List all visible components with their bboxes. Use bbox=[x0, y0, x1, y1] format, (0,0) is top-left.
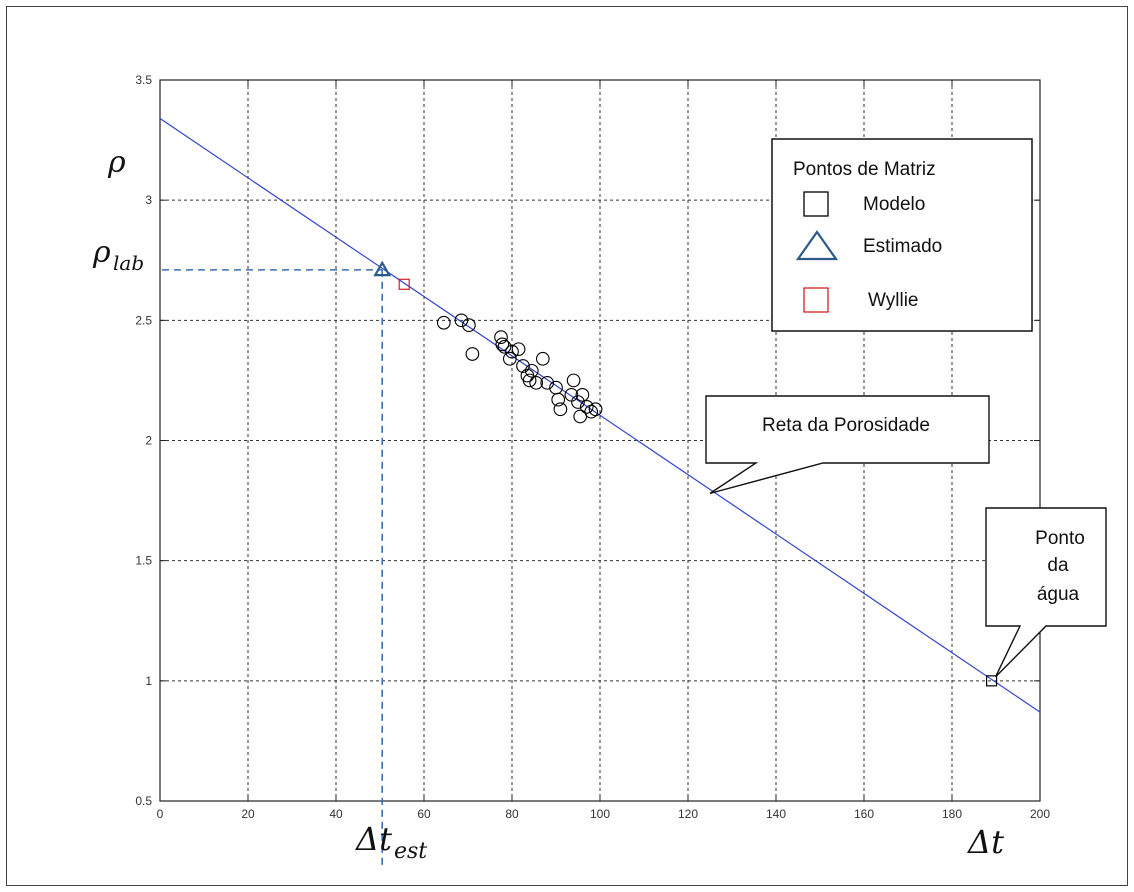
y-tick-label: 0.5 bbox=[135, 794, 152, 808]
x-tick-label: 0 bbox=[157, 807, 164, 821]
sample-point bbox=[497, 339, 512, 354]
dt-est-subscript: est bbox=[394, 839, 427, 864]
sample-point bbox=[436, 315, 451, 330]
sample-point bbox=[566, 373, 581, 388]
grid bbox=[160, 80, 1040, 801]
x-axis-label: Δt bbox=[966, 823, 1004, 861]
legend-label-estimado: Estimado bbox=[863, 236, 942, 257]
sample-point bbox=[553, 402, 568, 417]
x-tick-label: 40 bbox=[329, 807, 343, 821]
sample-point bbox=[465, 347, 480, 361]
sample-point bbox=[494, 330, 508, 345]
sample-point bbox=[540, 375, 555, 390]
callout-reta-label: Reta da Porosidade bbox=[762, 415, 930, 436]
legend-title: Pontos de Matriz bbox=[793, 159, 936, 180]
y-tick-label: 1.5 bbox=[135, 554, 152, 568]
y-tick-label: 2 bbox=[145, 434, 152, 448]
callout-agua-box bbox=[985, 507, 1107, 678]
sample-point bbox=[551, 392, 566, 407]
x-tick-label: 120 bbox=[678, 807, 698, 821]
sample-point bbox=[524, 363, 539, 378]
sample-point bbox=[462, 318, 476, 332]
legend-label-modelo: Modelo bbox=[863, 194, 925, 215]
y-axis-label: ρ bbox=[107, 145, 126, 180]
legend: Pontos de Matriz Modelo Estimado Wyllie bbox=[771, 138, 1033, 332]
guides-layer bbox=[162, 269, 384, 870]
x-tick-label: 160 bbox=[854, 807, 874, 821]
y-tick-label: 1 bbox=[145, 674, 152, 688]
y-tick-label: 2.5 bbox=[135, 313, 152, 327]
sample-point bbox=[522, 373, 537, 388]
sample-point bbox=[579, 400, 594, 414]
sample-point bbox=[502, 351, 517, 366]
legend-marker-wyllie bbox=[803, 287, 829, 313]
axes: 0 20 40 60 80 100 120 140 160 180 200 0.5 1 1.5 2 2.5 3 3… bbox=[135, 73, 1050, 821]
x-tick-label: 140 bbox=[766, 807, 786, 821]
points-layer bbox=[373, 260, 998, 687]
rho-lab-label: ρ bbox=[92, 235, 111, 270]
sample-point bbox=[505, 344, 519, 359]
x-tick-label: 200 bbox=[1030, 807, 1050, 821]
wyllie-point bbox=[398, 278, 410, 290]
y-tick-label: 3.5 bbox=[135, 73, 152, 87]
x-tick-label: 80 bbox=[505, 807, 519, 821]
sample-point bbox=[529, 375, 544, 390]
sample-point bbox=[575, 387, 590, 402]
rho-lab-subscript: lab bbox=[113, 251, 144, 275]
sample-point bbox=[516, 359, 530, 373]
dt-est-label: Δt bbox=[354, 820, 392, 858]
porosity-line-layer bbox=[159, 117, 1041, 713]
sample-point bbox=[588, 402, 603, 417]
callout-reta-box bbox=[705, 395, 990, 495]
x-tick-label: 60 bbox=[417, 807, 431, 821]
legend-label-wyllie: Wyllie bbox=[868, 290, 919, 311]
callout-agua-line3: água bbox=[1037, 584, 1080, 605]
x-tick-label: 20 bbox=[241, 807, 255, 821]
figure-frame bbox=[6, 6, 1128, 886]
porosity-line bbox=[159, 117, 1041, 713]
sample-point bbox=[454, 313, 469, 328]
legend-marker-estimado bbox=[795, 230, 839, 261]
legend-marker-modelo bbox=[803, 191, 829, 217]
sample-point bbox=[495, 337, 510, 352]
annotations: Reta da Porosidade Ponto da água bbox=[705, 395, 1107, 678]
y-tick-label: 3 bbox=[145, 193, 152, 207]
estimado-point bbox=[373, 260, 392, 277]
callout-agua-line1: Ponto bbox=[1035, 528, 1085, 549]
modelo-point bbox=[985, 675, 998, 687]
x-tick-label: 180 bbox=[942, 807, 962, 821]
sample-point bbox=[535, 351, 550, 366]
sample-point bbox=[511, 342, 526, 357]
sample-point bbox=[571, 395, 585, 409]
x-tick-label: 100 bbox=[590, 807, 610, 821]
callout-agua-line2: da bbox=[1047, 555, 1069, 576]
